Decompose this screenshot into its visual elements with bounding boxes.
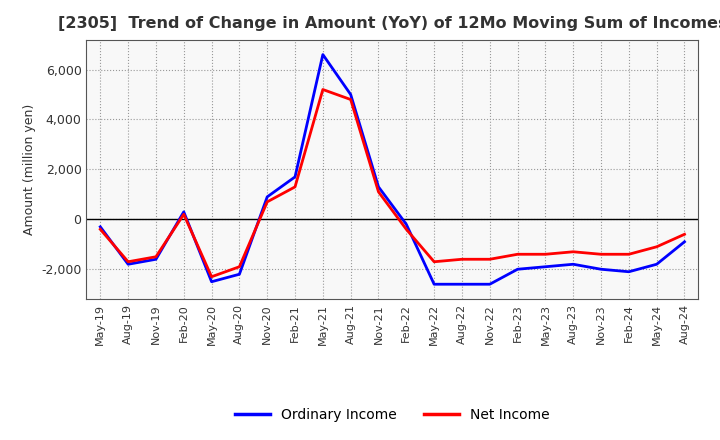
Ordinary Income [179,209,188,214]
Net Income [458,257,467,262]
Net Income [152,254,161,260]
Ordinary Income [402,222,410,227]
Ordinary Income [485,282,494,287]
Net Income [318,87,327,92]
Net Income [485,257,494,262]
Net Income [430,259,438,264]
Ordinary Income [263,194,271,199]
Ordinary Income [152,257,161,262]
Net Income [179,212,188,217]
Ordinary Income [207,279,216,284]
Ordinary Income [597,267,606,272]
Net Income [124,259,132,264]
Net Income [291,184,300,190]
Net Income [569,249,577,254]
Ordinary Income [513,267,522,272]
Ordinary Income [235,271,243,277]
Line: Net Income: Net Income [100,89,685,277]
Ordinary Income [458,282,467,287]
Net Income [597,252,606,257]
Net Income [263,199,271,205]
Net Income [96,227,104,232]
Line: Ordinary Income: Ordinary Income [100,55,685,284]
Ordinary Income [430,282,438,287]
Ordinary Income [624,269,633,275]
Y-axis label: Amount (million yen): Amount (million yen) [22,104,35,235]
Title: [2305]  Trend of Change in Amount (YoY) of 12Mo Moving Sum of Incomes: [2305] Trend of Change in Amount (YoY) o… [58,16,720,32]
Ordinary Income [652,262,661,267]
Ordinary Income [374,184,383,190]
Net Income [541,252,550,257]
Ordinary Income [569,262,577,267]
Net Income [680,231,689,237]
Net Income [207,274,216,279]
Ordinary Income [291,174,300,180]
Net Income [346,97,355,102]
Ordinary Income [318,52,327,57]
Net Income [402,227,410,232]
Ordinary Income [124,262,132,267]
Net Income [374,189,383,194]
Ordinary Income [346,92,355,97]
Net Income [624,252,633,257]
Ordinary Income [96,224,104,229]
Net Income [652,244,661,249]
Legend: Ordinary Income, Net Income: Ordinary Income, Net Income [230,402,555,427]
Net Income [513,252,522,257]
Net Income [235,264,243,269]
Ordinary Income [541,264,550,269]
Ordinary Income [680,239,689,245]
